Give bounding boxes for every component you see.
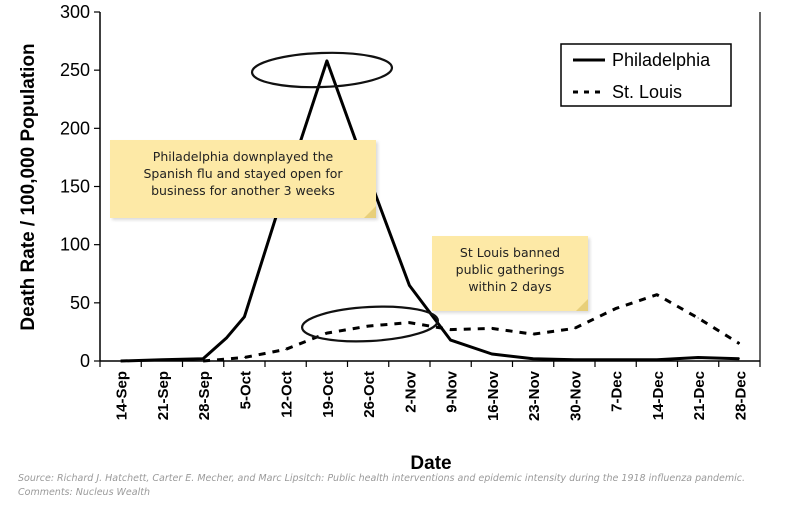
legend: Philadelphia St. Louis (560, 43, 732, 107)
data-point (697, 317, 699, 319)
data-point (615, 359, 617, 361)
chart: 0 50 100 150 200 250 300 14-Sep 21-Sep 28-Sep 5-O… (18, 2, 761, 470)
data-point (202, 360, 204, 362)
x-tick-label: 14-Dec (650, 371, 667, 420)
highlight-peak-ellipse (250, 51, 394, 89)
x-tick-label: 14-Sep (114, 371, 131, 420)
x-tick-label: 2-Nov (402, 370, 419, 412)
data-point (491, 327, 493, 329)
data-point (615, 308, 617, 310)
x-axis-ticks: 14-Sep 21-Sep 28-Sep 5-Oct 12-Oct 19-Oct 26-Oc… (99, 361, 761, 421)
data-point (408, 322, 410, 324)
source-citation: Source: Richard J. Hatchett, Carter E. M… (18, 473, 746, 484)
y-tick-label: 150 (60, 177, 90, 197)
x-tick-label: 19-Oct (320, 371, 337, 418)
y-tick-label: 300 (60, 2, 90, 22)
data-point (697, 357, 699, 359)
data-point (161, 359, 163, 361)
x-tick-label: 7-Dec (609, 371, 626, 412)
x-tick-label: 21-Dec (691, 371, 708, 420)
data-point (285, 348, 287, 350)
data-point (532, 333, 534, 335)
data-point (532, 358, 534, 360)
data-point (367, 325, 369, 327)
data-point (656, 294, 658, 296)
x-axis-label: Date (410, 453, 451, 470)
x-tick-label: 28-Sep (196, 371, 213, 420)
data-point (243, 316, 245, 318)
data-point (202, 358, 204, 360)
x-tick-label: 9-Nov (444, 370, 461, 412)
source-comments: Comments: Nucleus Wealth (18, 487, 150, 498)
data-point (408, 284, 410, 286)
y-tick-label: 100 (60, 235, 90, 255)
legend-label: Philadelphia (612, 50, 711, 70)
y-tick-label: 250 (60, 60, 90, 80)
x-tick-label: 26-Oct (361, 371, 378, 418)
highlight-circles (250, 51, 440, 343)
x-tick-label: 5-Oct (237, 371, 254, 409)
legend-label: St. Louis (612, 82, 682, 102)
data-point (326, 60, 328, 62)
data-point (573, 359, 575, 361)
x-tick-label: 23-Nov (526, 370, 543, 421)
data-point (243, 357, 245, 359)
series-layer (120, 59, 741, 363)
annotation-st-louis: St Louis banned public gatherings within… (432, 236, 588, 311)
x-tick-label: 21-Sep (155, 371, 172, 420)
y-tick-label: 0 (80, 351, 90, 371)
legend-box (560, 43, 732, 107)
data-point (573, 327, 575, 329)
x-tick-label: 12-Oct (279, 371, 296, 418)
data-point (450, 339, 452, 341)
series-line-st-louis (202, 293, 741, 363)
x-tick-label: 30-Nov (567, 370, 584, 421)
y-tick-label: 200 (60, 118, 90, 138)
data-point (656, 359, 658, 361)
y-axis-label: Death Rate / 100,000 Population (18, 43, 39, 330)
data-point (738, 358, 740, 360)
y-tick-label: 50 (70, 293, 90, 313)
data-point (226, 337, 228, 339)
data-point (120, 360, 122, 362)
data-point (491, 353, 493, 355)
x-tick-label: 16-Nov (485, 370, 502, 421)
highlight-st-louis-ellipse (300, 305, 440, 343)
data-point (738, 343, 740, 345)
annotation-philadelphia: Philadelphia downplayed the Spanish flu … (110, 140, 376, 218)
x-tick-label: 28-Dec (732, 371, 749, 420)
y-axis-ticks: 0 50 100 150 200 250 300 (60, 2, 100, 371)
source-note: Source: Richard J. Hatchett, Carter E. M… (18, 472, 788, 500)
data-point (326, 332, 328, 334)
data-point (450, 329, 452, 331)
